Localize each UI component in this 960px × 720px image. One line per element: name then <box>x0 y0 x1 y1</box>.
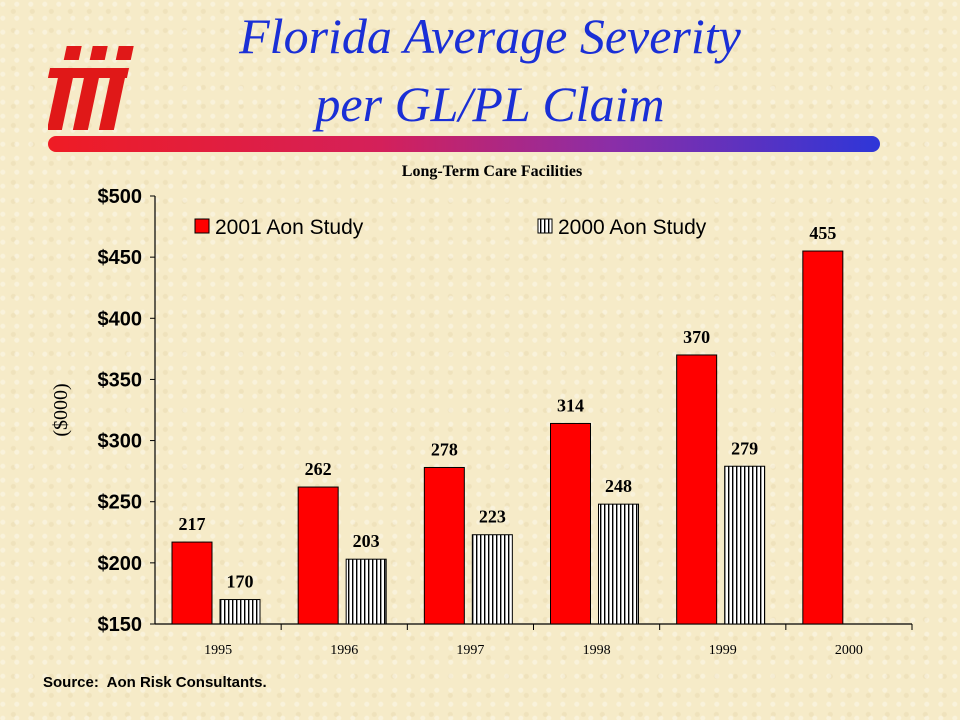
chart-title: Long-Term Care Facilities <box>401 163 583 180</box>
y-tick-label: $500 <box>98 186 143 208</box>
data-label: 262 <box>305 459 332 479</box>
y-tick-label: $200 <box>98 553 143 575</box>
bar-2000 <box>471 534 513 625</box>
bar-2001 <box>550 422 591 625</box>
data-label: 203 <box>353 531 380 551</box>
bar-2000 <box>345 558 387 625</box>
bar-2001 <box>171 541 213 625</box>
bar-2001 <box>297 486 339 625</box>
x-tick-label: 2000 <box>835 643 863 658</box>
legend-swatch <box>537 218 553 234</box>
x-tick-label: 1995 <box>204 643 232 658</box>
bar-2000 <box>724 465 766 625</box>
bar-2001 <box>676 354 718 625</box>
data-label: 314 <box>557 395 584 415</box>
data-label: 279 <box>731 438 758 458</box>
y-axis-label: ($000) <box>50 383 72 436</box>
slide-title-line-1: Florida Average Severity <box>239 8 741 64</box>
y-tick-label: $250 <box>98 492 143 514</box>
iii-logo-icon <box>48 46 134 130</box>
bar-2000 <box>219 599 261 625</box>
y-tick-label: $400 <box>98 308 143 330</box>
data-label: 217 <box>179 514 206 534</box>
data-label: 248 <box>605 476 632 496</box>
slide-title-line-2: per GL/PL Claim <box>315 76 665 132</box>
x-tick-label: 1999 <box>709 643 737 658</box>
y-tick-label: $450 <box>98 247 143 269</box>
data-label: 223 <box>479 507 506 527</box>
legend-label: 2001 Aon Study <box>215 216 364 239</box>
bar-2001 <box>802 250 844 625</box>
data-label: 170 <box>227 572 254 592</box>
bar-2000 <box>598 503 639 625</box>
data-label: 278 <box>431 439 458 459</box>
y-tick-label: $150 <box>98 614 143 636</box>
data-label: 455 <box>809 223 836 243</box>
bar-2001 <box>423 466 465 625</box>
x-tick-label: 1998 <box>583 643 611 658</box>
legend-swatch <box>194 218 210 234</box>
source-note: Source: Aon Risk Consultants. <box>43 674 267 691</box>
y-tick-label: $300 <box>98 431 143 453</box>
y-tick-label: $350 <box>98 369 143 391</box>
data-label: 370 <box>683 327 710 347</box>
x-tick-label: 1997 <box>456 643 484 658</box>
x-tick-label: 1996 <box>330 643 358 658</box>
title-divider-bar <box>48 136 880 152</box>
legend-label: 2000 Aon Study <box>558 216 707 239</box>
